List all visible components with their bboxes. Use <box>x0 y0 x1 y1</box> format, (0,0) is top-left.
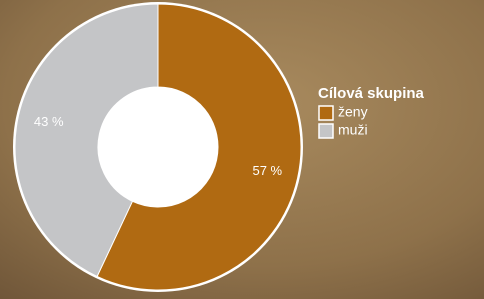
legend-label: ženy <box>338 104 368 120</box>
legend-swatch <box>319 124 333 138</box>
donut-hole <box>98 87 218 207</box>
value-label: 43 % <box>34 114 64 129</box>
legend-swatch <box>319 106 333 120</box>
legend-title: Cílová skupina <box>318 85 425 102</box>
chart: Cílová skupina 57 % 43 % ženy muži <box>0 0 484 299</box>
value-label: 57 % <box>252 163 282 178</box>
legend-label: muži <box>338 122 368 138</box>
